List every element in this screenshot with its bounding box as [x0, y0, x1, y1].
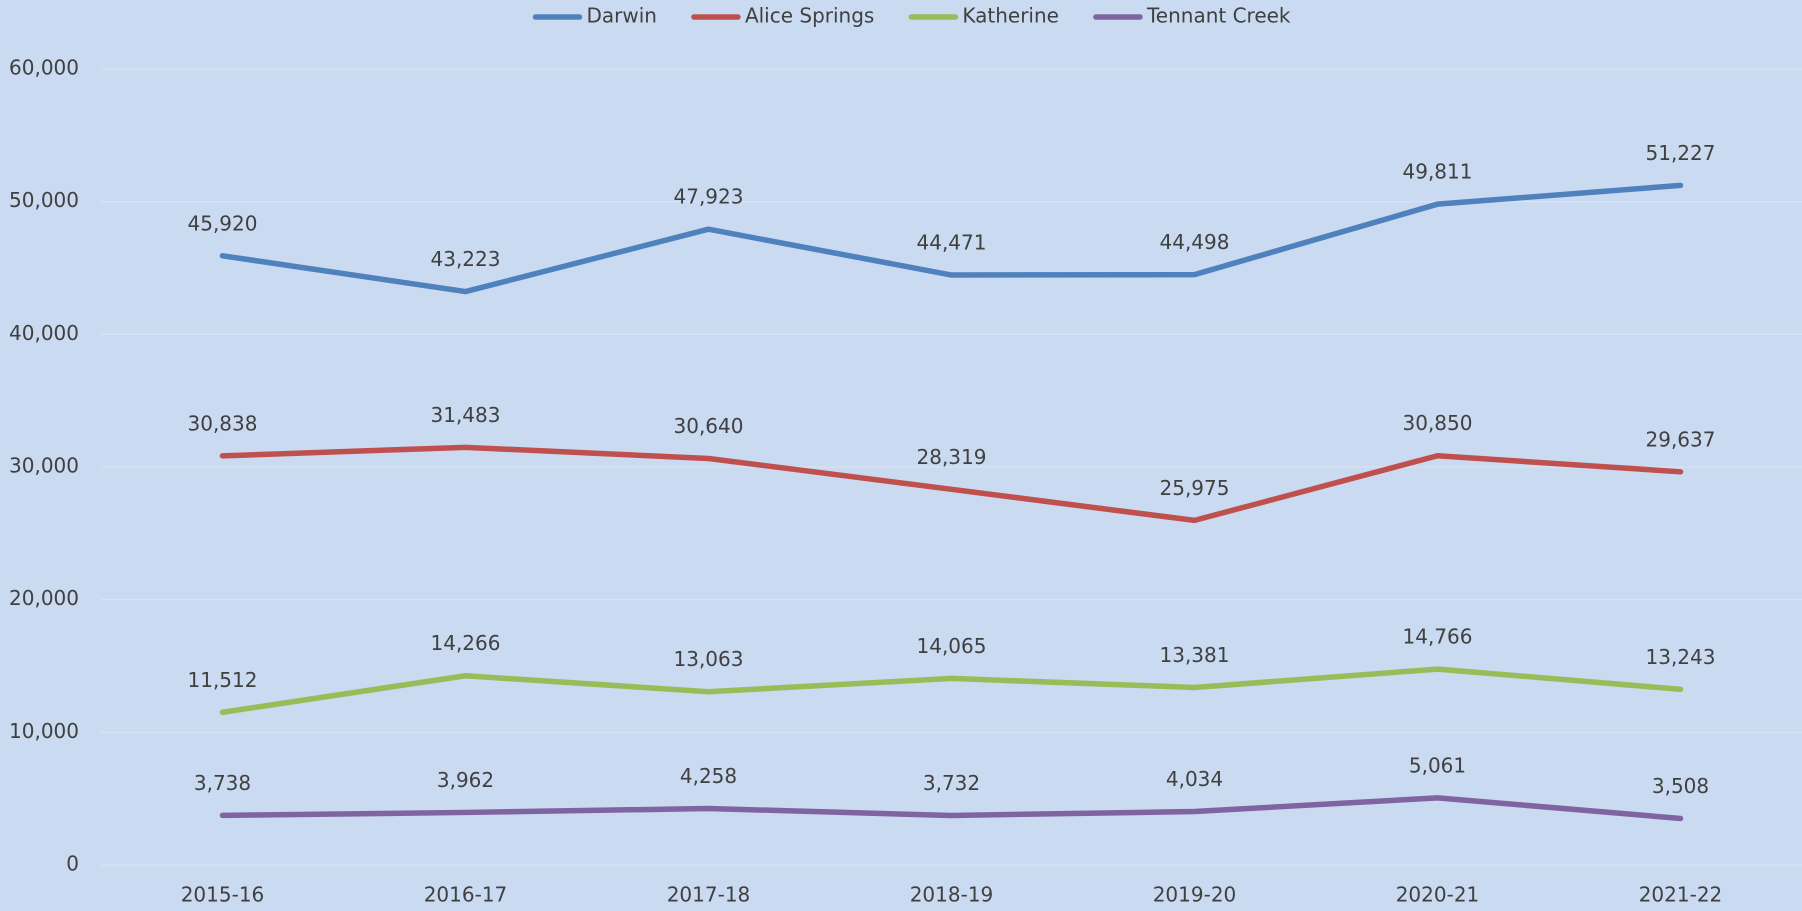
data-label: 13,381 [1160, 643, 1230, 667]
data-label: 44,471 [917, 231, 987, 255]
data-label: 4,258 [680, 764, 737, 788]
y-tick-label: 10,000 [9, 719, 79, 743]
data-label: 3,962 [437, 768, 494, 792]
x-tick-label: 2016-17 [424, 883, 508, 907]
data-label: 28,319 [917, 445, 987, 469]
data-label: 11,512 [188, 668, 258, 692]
legend-label: Katherine [962, 4, 1059, 28]
data-label: 44,498 [1160, 230, 1230, 254]
data-label: 43,223 [431, 247, 501, 271]
data-label: 5,061 [1409, 753, 1466, 777]
series-line [219, 666, 1684, 716]
series-line [219, 795, 1684, 822]
data-label: 3,738 [194, 771, 251, 795]
data-label: 14,065 [917, 634, 987, 658]
data-label: 30,850 [1403, 411, 1473, 435]
x-tick-label: 2019-20 [1153, 883, 1237, 907]
x-tick-label: 2017-18 [667, 883, 751, 907]
data-label: 25,975 [1160, 476, 1230, 500]
y-tick-label: 20,000 [9, 586, 79, 610]
x-tick-label: 2015-16 [181, 883, 265, 907]
data-label: 49,811 [1403, 160, 1473, 184]
data-label: 45,920 [188, 211, 258, 235]
data-label: 13,243 [1646, 645, 1716, 669]
y-tick-label: 0 [66, 852, 79, 876]
data-label: 13,063 [674, 647, 744, 671]
data-label: 14,766 [1403, 625, 1473, 649]
y-tick-label: 40,000 [9, 321, 79, 345]
x-tick-label: 2020-21 [1396, 883, 1480, 907]
legend-label: Darwin [586, 4, 656, 28]
data-label: 3,732 [923, 771, 980, 795]
data-label: 30,640 [674, 414, 744, 438]
x-tick-label: 2018-19 [910, 883, 994, 907]
data-label: 31,483 [431, 403, 501, 427]
data-label: 14,266 [431, 631, 501, 655]
legend-label: Tennant Creek [1146, 4, 1291, 28]
data-label: 30,838 [188, 411, 258, 435]
legend-label: Alice Springs [745, 4, 874, 28]
y-tick-label: 60,000 [9, 56, 79, 80]
series-line [219, 444, 1684, 524]
y-tick-label: 50,000 [9, 188, 79, 212]
data-label: 4,034 [1166, 767, 1223, 791]
data-label: 51,227 [1646, 141, 1716, 165]
y-tick-label: 30,000 [9, 454, 79, 478]
x-tick-label: 2021-22 [1639, 883, 1723, 907]
data-label: 29,637 [1646, 427, 1716, 451]
data-label: 3,508 [1652, 774, 1709, 798]
series-line [219, 182, 1684, 295]
data-label: 47,923 [674, 185, 744, 209]
